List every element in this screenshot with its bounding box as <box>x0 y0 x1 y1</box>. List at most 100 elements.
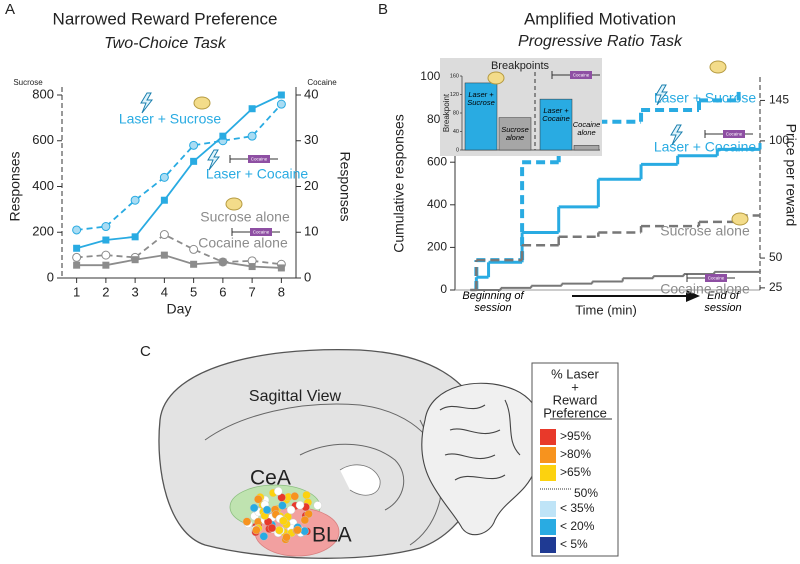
legend-swatch <box>540 501 556 517</box>
series-label: Cocaine alone <box>660 281 750 297</box>
legend-label: >95% <box>560 429 591 443</box>
brain-diagram <box>158 348 544 559</box>
inset-bar-label: Laser + Sucrose <box>467 90 495 107</box>
inset-y-tick-label: 0 <box>456 147 459 153</box>
legend-label: >80% <box>560 447 591 461</box>
placement-dot <box>274 487 283 496</box>
inset-bar <box>498 117 532 151</box>
placement-dot <box>313 501 322 510</box>
point <box>159 172 169 182</box>
placement-dot <box>286 505 296 515</box>
legend-label: 50% <box>574 486 598 500</box>
inset-bar-label: Sucrose alone <box>501 125 529 142</box>
legend-title: Reward <box>553 392 598 407</box>
inset-y-label: Breakpoint <box>442 93 451 132</box>
placement-dot <box>302 490 311 500</box>
point <box>72 225 82 235</box>
legend-title: Preference <box>543 405 607 420</box>
point <box>276 99 286 109</box>
y-tick-label: 0 <box>440 282 447 296</box>
placement-dot <box>278 501 287 510</box>
x-end-label-box: End of session <box>704 291 742 314</box>
syringe-label: Cocaine <box>251 157 268 162</box>
point <box>189 140 199 150</box>
inset-bar-label: Cocaine alone <box>572 121 601 138</box>
point <box>131 233 139 241</box>
human-brain-outline <box>421 382 544 536</box>
legend-title: + <box>571 379 579 394</box>
series-label: Cocaine alone <box>198 235 288 251</box>
x-start-label-box: Beginning of session <box>462 291 523 313</box>
x-axis-label: Day <box>167 301 192 317</box>
legend-label: < 5% <box>560 537 588 551</box>
point <box>190 157 198 165</box>
inset-bar-label: Laser + Cocaine <box>542 107 570 123</box>
syringe-body <box>705 274 727 282</box>
chart-title: Amplified Motivation <box>524 9 676 28</box>
syringe-body <box>570 71 592 79</box>
point <box>160 196 168 204</box>
point <box>277 91 285 99</box>
y2-tick-label: 145 <box>769 93 789 107</box>
placement-dot <box>279 516 288 526</box>
placement-dot <box>275 526 284 535</box>
region-label: CeA <box>250 467 291 490</box>
x-tick-label: 4 <box>161 284 168 299</box>
y2-tick-label: 100 <box>769 133 789 147</box>
x-tick-label: 2 <box>102 284 109 299</box>
point <box>219 132 227 140</box>
legend-label: >65% <box>560 465 591 479</box>
point <box>277 264 285 272</box>
placement-dot <box>254 495 263 504</box>
x-tick-label: 1 <box>73 284 80 299</box>
x-tick-label: 5 <box>190 284 197 299</box>
legend-swatch <box>540 519 556 535</box>
placement-dot <box>300 526 309 536</box>
point <box>219 258 227 266</box>
syringe-label: Cocaine <box>708 276 725 281</box>
point <box>130 195 140 205</box>
human-brain-icon <box>421 382 544 536</box>
sucrose-icon <box>709 60 727 74</box>
y-tick-label: 400 <box>427 197 447 211</box>
brain-contour <box>299 443 405 511</box>
syringe-body <box>250 228 272 236</box>
placement-dot <box>242 517 252 526</box>
series-line <box>76 254 282 269</box>
y-tick-label: 200 <box>427 240 447 254</box>
series-line <box>76 94 282 250</box>
placement-dot <box>249 503 259 513</box>
sucrose-icon <box>731 212 749 226</box>
series-label: Laser + Sucrose <box>119 111 222 127</box>
placement-dot <box>259 532 268 541</box>
point <box>131 256 139 264</box>
y2-tick-label: 30 <box>304 132 318 147</box>
x-end-label: End of session <box>704 291 742 314</box>
legend-swatch <box>540 429 556 445</box>
inset-bar-label-box: Laser + Cocaine <box>542 107 570 123</box>
series-label: Laser + Sucrose <box>654 90 757 106</box>
point <box>248 105 256 113</box>
series-label: Laser + Cocaine <box>206 166 309 182</box>
y2-tick-label: 25 <box>769 280 783 294</box>
legend-swatch <box>540 465 556 481</box>
legend-label: < 35% <box>560 501 595 515</box>
series-label: Sucrose alone <box>200 209 290 225</box>
legend-swatch <box>540 447 556 463</box>
placement-dot <box>300 515 310 525</box>
inset-y-tick-label: 40 <box>453 129 459 135</box>
inset-y-tick-label: 160 <box>450 73 459 79</box>
legend-label: < 20% <box>560 519 595 533</box>
placement-dots <box>242 487 322 544</box>
series-line <box>76 233 282 266</box>
placement-dot <box>290 492 299 501</box>
inset-y-tick-label: 120 <box>450 92 459 98</box>
inset-bar <box>464 82 498 151</box>
y2-tick-label: 20 <box>304 178 318 193</box>
inset-bar-label-box: Cocaine alone <box>572 121 601 138</box>
placement-dot <box>282 533 291 542</box>
inset-bar <box>573 145 600 151</box>
y-tick-label: 600 <box>427 154 447 168</box>
syringe-label: Cocaine <box>253 230 270 235</box>
